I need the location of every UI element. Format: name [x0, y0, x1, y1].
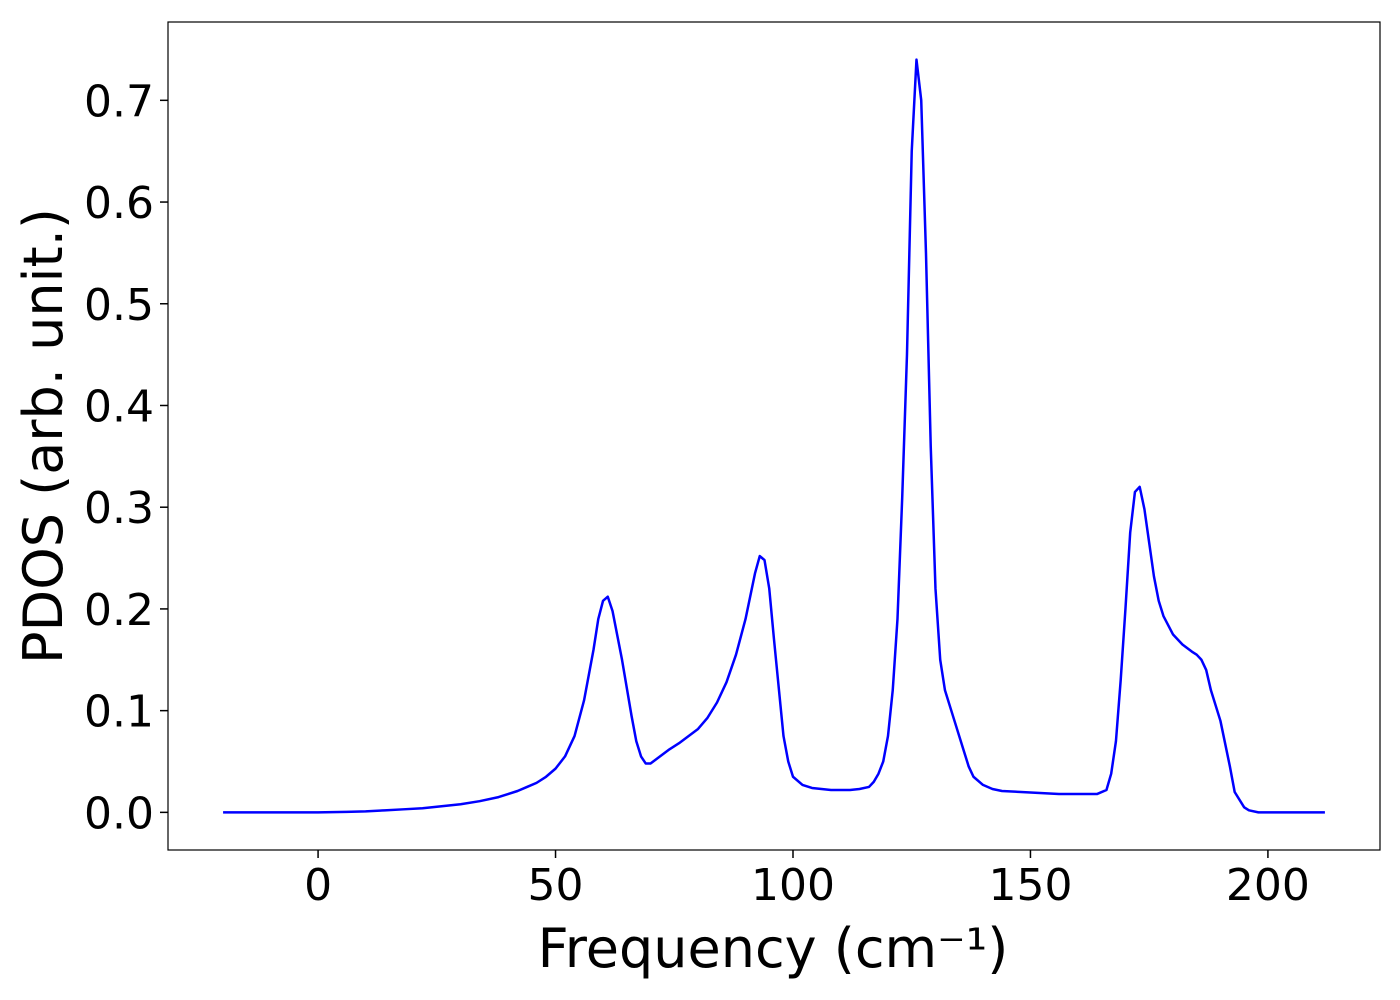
x-axis-label: Frequency (cm⁻¹)	[538, 917, 1009, 980]
y-tick-label: 0.3	[84, 483, 154, 534]
y-tick-label: 0.6	[84, 178, 154, 229]
x-tick-label: 150	[988, 860, 1072, 911]
y-axis-label: PDOS (arb. unit.)	[12, 208, 75, 664]
x-tick-label: 100	[751, 860, 835, 911]
x-tick-label: 200	[1226, 860, 1310, 911]
y-tick-label: 0.2	[84, 585, 154, 636]
y-tick-label: 0.7	[84, 76, 154, 127]
x-tick-label: 50	[528, 860, 584, 911]
y-tick-label: 0.1	[84, 687, 154, 738]
y-tick-label: 0.4	[84, 381, 154, 432]
y-tick-label: 0.0	[84, 788, 154, 839]
y-tick-label: 0.5	[84, 280, 154, 331]
plot-frame	[167, 21, 1381, 851]
line-series	[223, 58, 1325, 814]
x-tick-label: 0	[304, 860, 332, 911]
